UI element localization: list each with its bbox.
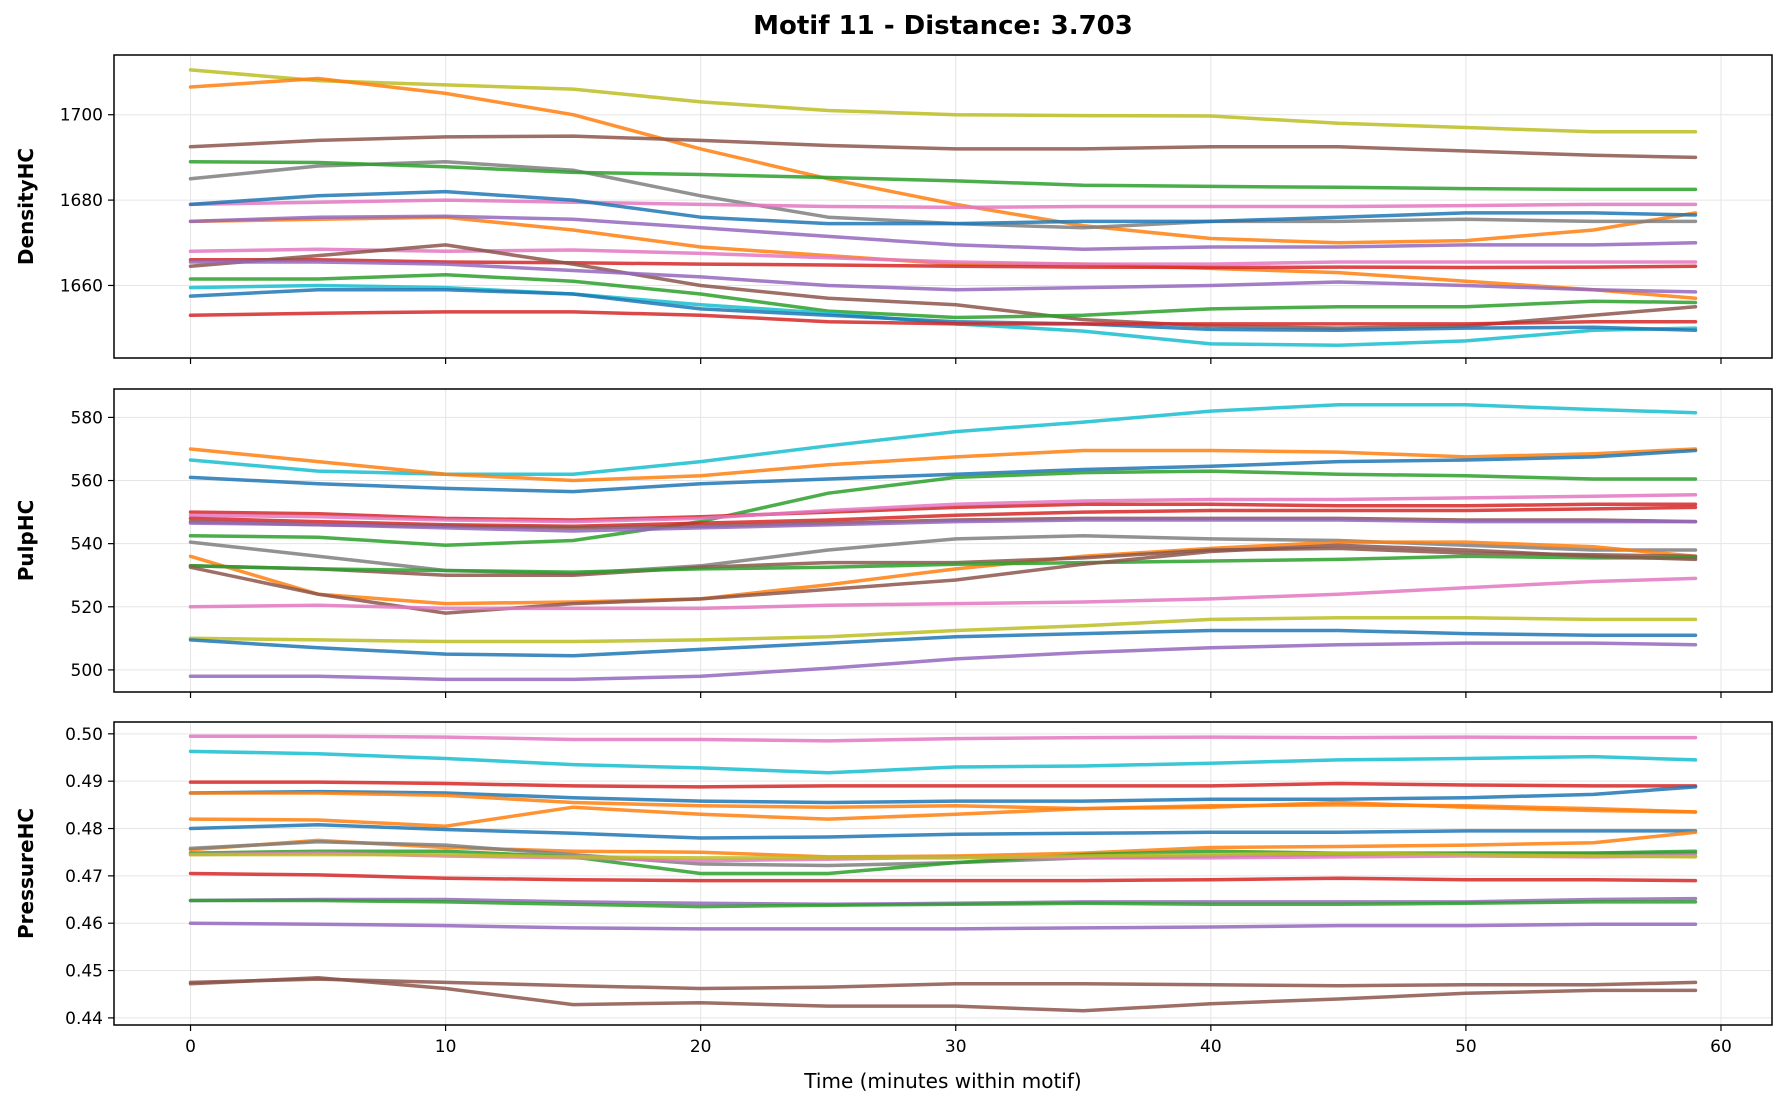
plot-frame	[113, 721, 1773, 1026]
series-line	[188, 921, 1698, 931]
series-line	[188, 198, 1698, 210]
plot-frame	[113, 388, 1773, 693]
series-line	[188, 975, 1698, 1013]
series-line	[188, 543, 1698, 615]
series-line	[188, 780, 1698, 789]
y-tick-label: 580	[71, 408, 103, 428]
y-axis-label: PulpHC	[14, 500, 38, 581]
series-group	[188, 403, 1698, 682]
series-line	[188, 616, 1698, 644]
series-line	[188, 247, 1698, 266]
series-line	[188, 310, 1698, 326]
series-line	[188, 734, 1698, 743]
y-tick-label: 500	[71, 661, 103, 681]
x-tick-label: 0	[185, 1037, 196, 1057]
y-tick-label: 0.47	[65, 867, 103, 887]
chart-title: Motif 11 - Distance: 3.703	[753, 11, 1133, 41]
panel-pressurehc: 0.44 0.45 0.46 0.47 0.48 0.49 0.50 0 10 20 30 40 50 6…	[14, 721, 1773, 1057]
x-tick-label: 20	[690, 1037, 712, 1057]
series-line	[188, 628, 1698, 658]
series-line	[188, 258, 1698, 270]
y-tick-label: 1700	[60, 106, 103, 126]
series-line	[188, 641, 1698, 682]
series-line	[188, 189, 1698, 226]
series-line	[188, 76, 1698, 245]
x-tick-label: 40	[1200, 1037, 1222, 1057]
series-line	[188, 785, 1698, 805]
series-line	[188, 898, 1698, 909]
panels: 166016801700DensityHC500520540560580Pulp…	[14, 54, 1773, 1057]
y-tick-label: 0.45	[65, 962, 103, 982]
series-line	[188, 287, 1698, 333]
y-tick-label: 1680	[60, 191, 103, 211]
y-tick-label: 520	[71, 598, 103, 618]
series-line	[188, 977, 1698, 991]
series-line	[188, 492, 1698, 524]
series-line	[188, 518, 1698, 533]
series-line	[188, 134, 1698, 160]
y-axis-label: PressureHC	[14, 808, 38, 939]
y-tick-label: 540	[71, 535, 103, 555]
x-tick-label: 10	[435, 1037, 457, 1057]
x-tick-label: 50	[1455, 1037, 1477, 1057]
series-line	[188, 749, 1698, 775]
y-tick-label: 560	[71, 472, 103, 492]
series-line	[188, 554, 1698, 574]
series-line	[188, 851, 1698, 860]
series-line	[188, 540, 1698, 606]
series-line	[188, 243, 1698, 330]
y-tick-label: 0.49	[65, 772, 103, 792]
series-line	[188, 576, 1698, 611]
y-axis-label: DensityHC	[14, 148, 38, 265]
y-tick-label: 0.46	[65, 914, 103, 934]
series-line	[188, 68, 1698, 134]
series-line	[188, 469, 1698, 547]
series-line	[188, 822, 1698, 840]
y-tick-label: 1660	[60, 276, 103, 296]
panel-densityhc: 1660 1680 1700 DensityHC	[14, 54, 1773, 364]
x-tick-label: 60	[1710, 1037, 1732, 1057]
series-line	[188, 214, 1698, 251]
y-tick-label: 0.44	[65, 1009, 103, 1029]
series-group	[188, 734, 1698, 1013]
series-group	[188, 68, 1698, 347]
series-line	[188, 159, 1698, 192]
grid	[114, 722, 1772, 1025]
plot-frame	[113, 54, 1773, 359]
series-line	[188, 800, 1698, 828]
series-line	[188, 448, 1698, 494]
series-line	[188, 403, 1698, 476]
panel-pulphc: 500 520 540 560 580 PulpHC	[14, 388, 1773, 698]
series-line	[188, 871, 1698, 883]
series-line	[188, 273, 1698, 320]
x-tick-label: 30	[945, 1037, 967, 1057]
series-line	[188, 447, 1698, 483]
y-tick-label: 0.50	[65, 725, 103, 745]
y-tick-label: 0.48	[65, 820, 103, 840]
series-line	[188, 260, 1698, 294]
x-axis-label: Time (minutes within motif)	[803, 1069, 1081, 1093]
